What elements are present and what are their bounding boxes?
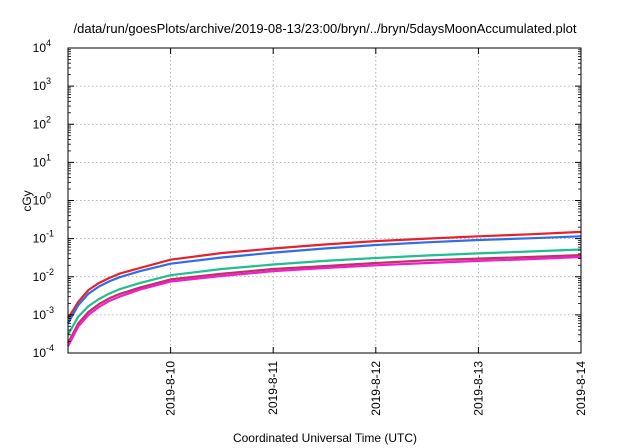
y-tick-label: 10 <box>33 41 47 55</box>
series-line-3 <box>67 248 582 336</box>
series-line-2 <box>67 235 582 324</box>
y-tick-label: 10 <box>33 308 47 322</box>
chart-title: /data/run/goesPlots/archive/2019-08-13/2… <box>74 21 577 36</box>
y-tick-exponent: 3 <box>46 76 51 86</box>
x-tick-label: 2019-8-12 <box>369 361 383 416</box>
series-layer <box>67 230 582 347</box>
y-tick-label: 10 <box>33 155 47 169</box>
y-tick-label: 10 <box>33 79 47 93</box>
y-tick-label: 10 <box>33 232 47 246</box>
x-tick-label: 2019-8-14 <box>574 361 588 416</box>
series-line-1 <box>67 230 582 320</box>
y-tick-exponent: 0 <box>46 191 51 201</box>
y-tick-label: 10 <box>33 117 47 131</box>
y-tick-exponent: 2 <box>46 114 51 124</box>
x-axis-label: Coordinated Universal Time (UTC) <box>233 431 417 445</box>
y-tick-exponent: 4 <box>46 38 51 48</box>
y-tick-exponent: -1 <box>46 229 54 239</box>
y-tick-exponent: -2 <box>46 267 54 277</box>
y-tick-exponent: -3 <box>46 305 54 315</box>
series-line-4 <box>67 254 582 344</box>
y-tick-label: 10 <box>33 346 47 360</box>
series-line-5 <box>67 255 582 347</box>
x-tick-label: 2019-8-13 <box>471 361 485 416</box>
y-tick-label: 10 <box>33 270 47 284</box>
y-tick-label: 10 <box>33 194 47 208</box>
y-axis-label: cGy <box>20 190 34 211</box>
plot-frame <box>67 47 582 354</box>
grid-layer <box>68 48 581 353</box>
x-tick-label: 2019-8-10 <box>164 361 178 416</box>
y-tick-exponent: -4 <box>46 343 54 353</box>
y-tick-exponent: 1 <box>46 152 51 162</box>
x-tick-label: 2019-8-11 <box>266 361 280 415</box>
